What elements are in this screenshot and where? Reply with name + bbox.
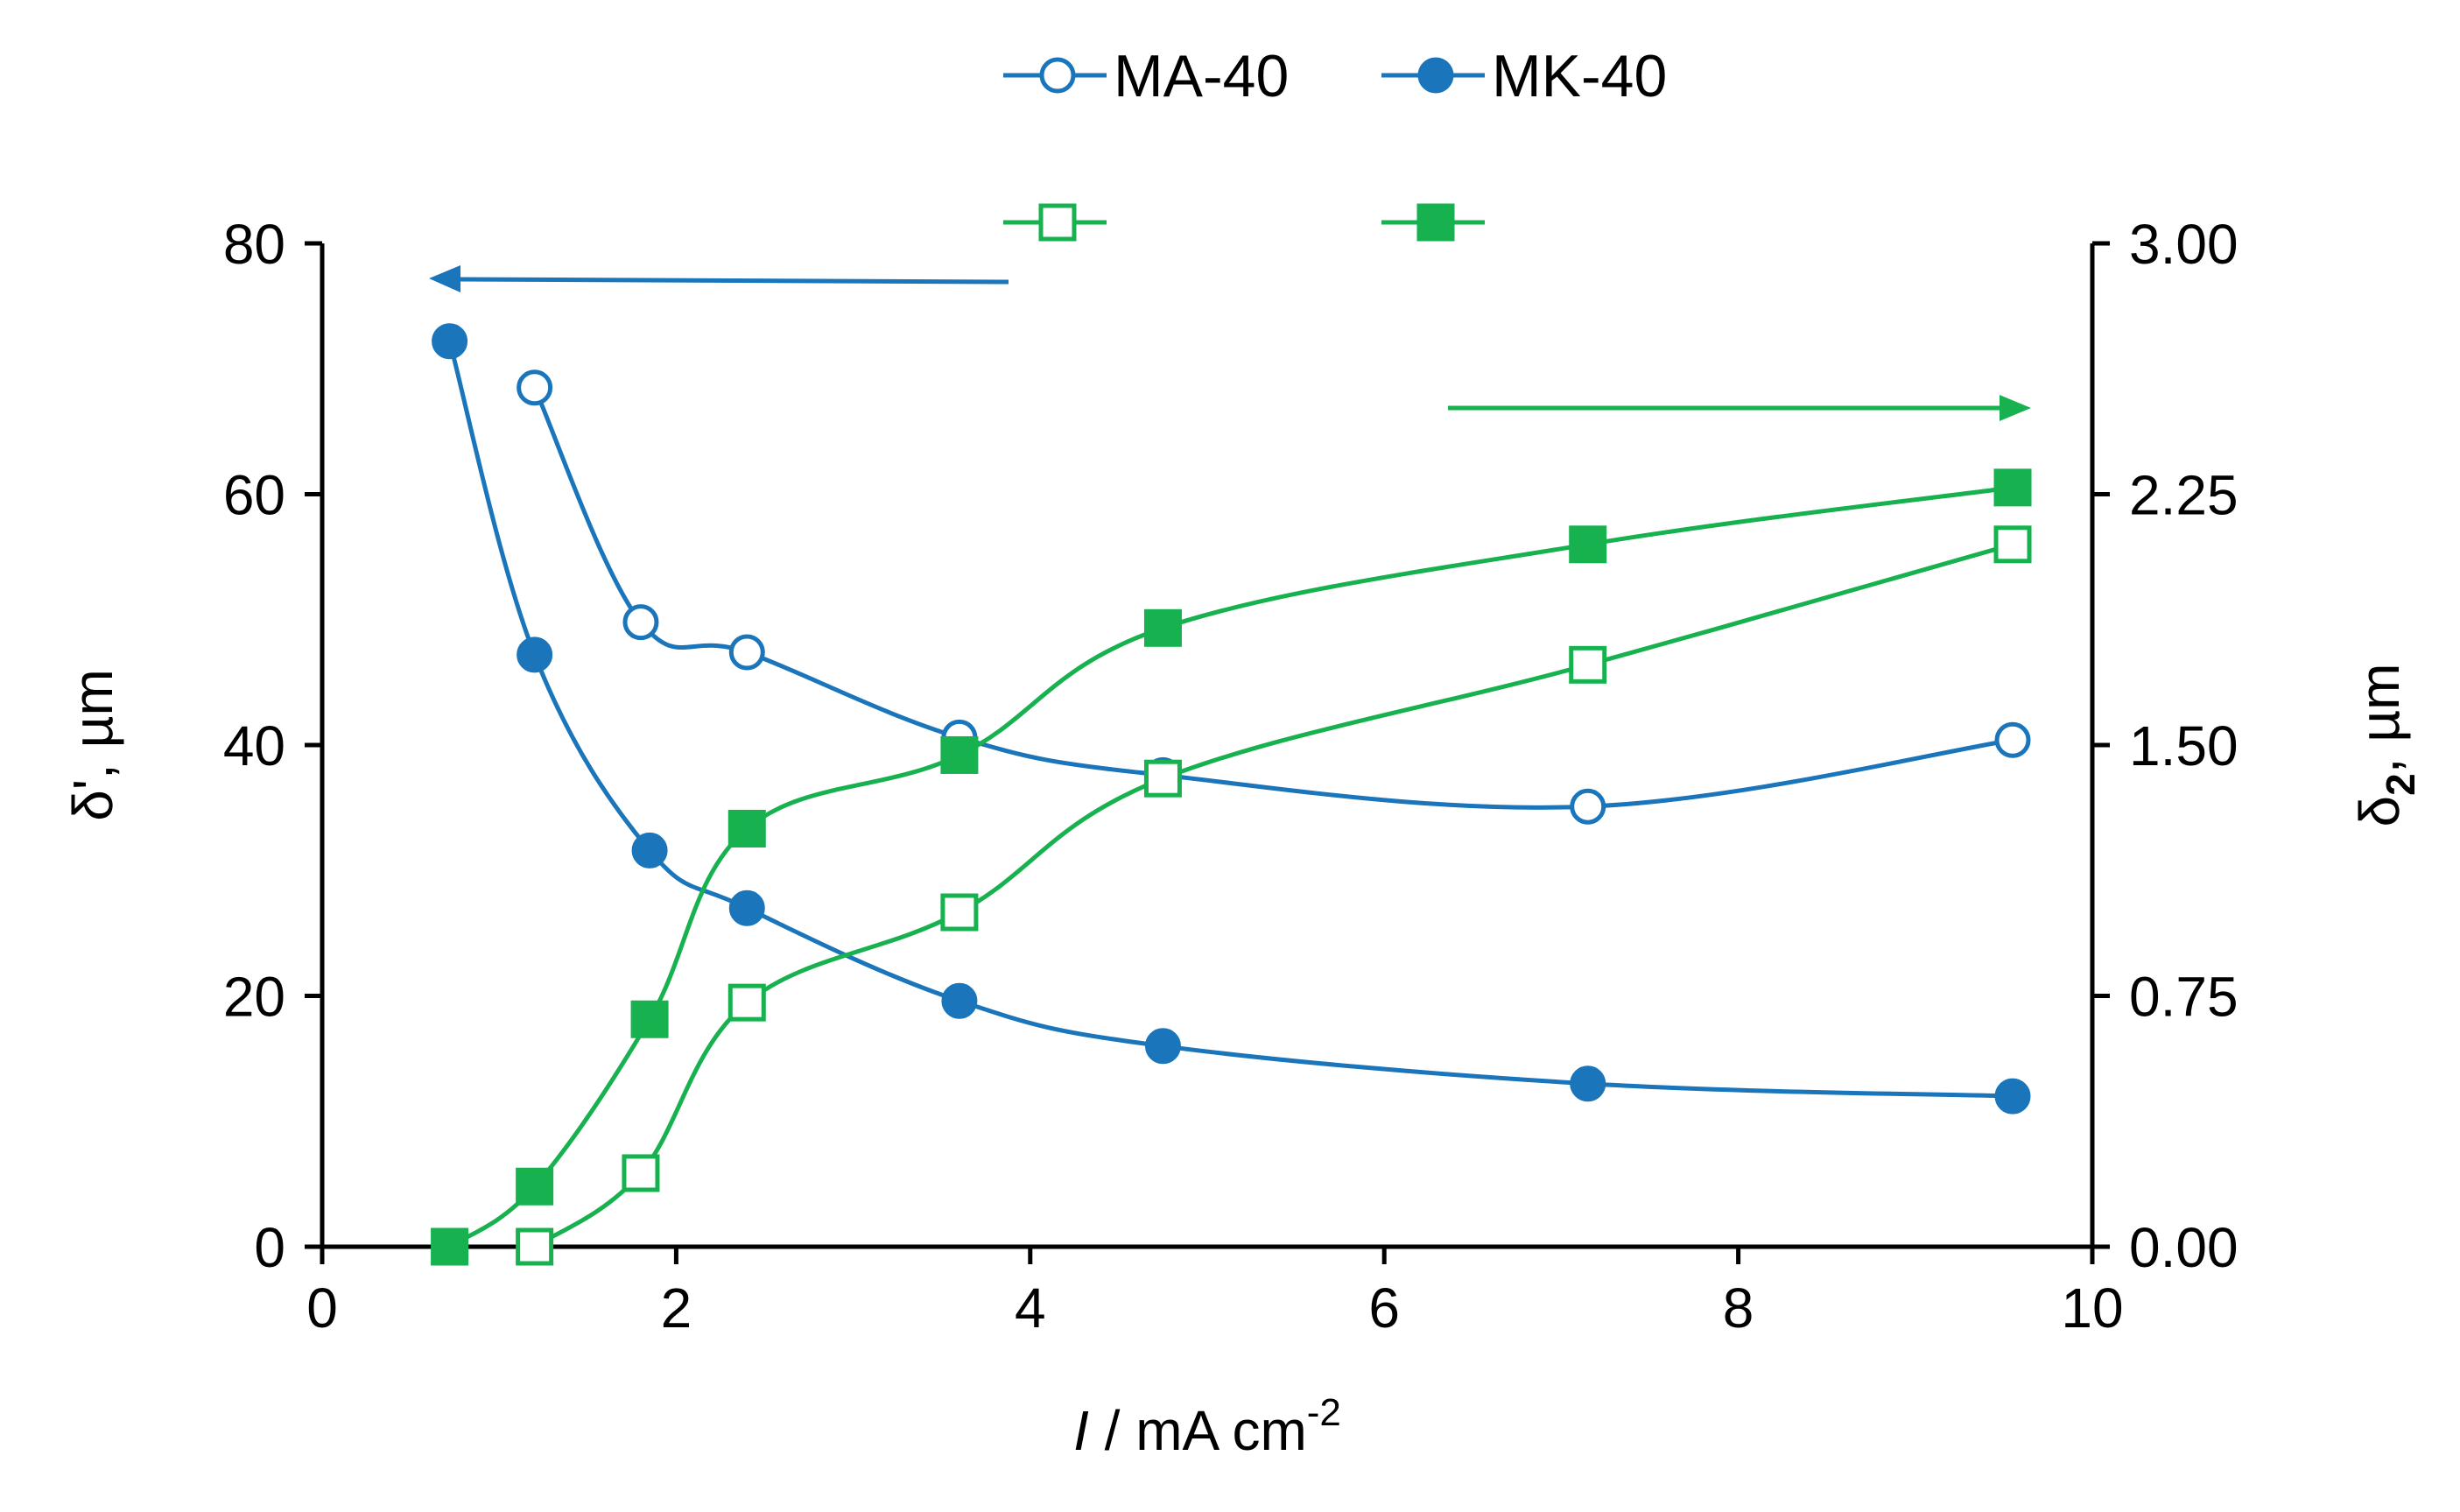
data-point-ma-40-2 [727,983,766,1022]
left-axis-arrow-line [454,277,1009,285]
legend-item-hidden [1003,203,1107,242]
y-left-tick-label: 0 [254,1216,285,1279]
data-point-ma-40-2 [1569,645,1607,684]
legend-marker [1039,57,1076,94]
y-right-tick-label: 3.00 [2129,213,2239,276]
data-point-mk-40 [728,890,765,926]
data-point-ma-40 [622,604,659,641]
legend-label: MA-40 [1114,43,1289,109]
series-line-mk-40 [447,341,2014,1099]
data-point-mk-40-2 [431,1227,469,1266]
y-right-tick-label: 2.25 [2129,464,2239,527]
series-line-ma-40-2 [533,542,2014,1249]
x-tick-label: 8 [1723,1276,1754,1340]
y-left-axis-title: δ', µm [61,669,124,821]
data-point-mk-40-2 [940,735,979,774]
y-right-tick-label: 0.75 [2129,966,2239,1029]
data-point-mk-40 [1994,1078,2031,1115]
y-left-tick-label: 40 [223,714,285,777]
data-point-mk-40-2 [1143,608,1182,647]
x-tick-label: 10 [2061,1276,2123,1340]
data-point-mk-40 [1144,1028,1181,1065]
y-right-axis-title: δ2, µm [2348,664,2423,827]
y-left-tick-label: 60 [223,464,285,527]
data-point-ma-40 [1994,721,2031,758]
y-right-axis-title-sub: 2 [2378,773,2423,796]
y-left-tick-label: 20 [223,966,285,1029]
legend-item-mk-40: MK-40 [1381,43,1667,109]
data-point-mk-40 [1570,1065,1606,1102]
data-point-ma-40 [1570,788,1606,825]
legend-marker [1416,203,1455,242]
x-axis-title-sup: -2 [1307,1391,1341,1434]
x-tick-label: 2 [661,1276,692,1340]
data-point-mk-40 [631,832,668,869]
data-point-mk-40-2 [1993,468,2032,507]
series-curves [447,341,2014,1249]
data-point-mk-40-2 [727,810,766,847]
legend: MA-40 MK-40 [1003,43,1667,242]
data-point-mk-40 [941,982,978,1019]
data-point-mk-40-2 [516,1167,554,1206]
axes: 0 2 4 6 8 10 0 20 40 60 80 0.00 0.75 1.50 2.25 3.00 I / … [61,213,2423,1462]
data-point-mk-40-2 [630,1000,669,1038]
legend-marker [1417,57,1454,94]
series-line-mk-40-2 [448,485,2014,1249]
data-point-mk-40-2 [1569,525,1607,564]
data-point-mk-40 [517,636,553,673]
legend-item-ma-40: MA-40 [1003,43,1289,109]
x-tick-label: 6 [1368,1276,1400,1340]
legend-label: MK-40 [1492,43,1667,109]
x-axis-title-text: / mA cm [1089,1399,1307,1462]
y-right-axis-title-main: δ [2348,796,2411,827]
data-point-ma-40 [728,634,765,671]
data-point-mk-40 [432,323,468,360]
y-left-tick-label: 80 [223,213,285,276]
x-axis-title-italic: I [1073,1399,1089,1462]
y-right-tick-label: 1.50 [2129,714,2239,777]
data-point-ma-40-2 [516,1227,554,1266]
annotations [429,265,2031,421]
data-point-ma-40-2 [1143,759,1182,798]
legend-item-hidden [1381,203,1485,242]
x-axis-title: I / mA cm-2 [1073,1391,1341,1462]
data-point-ma-40-2 [622,1154,660,1192]
x-tick-label: 0 [306,1276,338,1340]
left-axis-arrow-head [429,265,460,292]
data-point-ma-40-2 [940,893,979,932]
legend-marker [1038,203,1077,242]
x-tick-label: 4 [1015,1276,1046,1340]
y-right-tick-label: 0.00 [2129,1216,2239,1279]
y-right-axis-title-unit: , µm [2348,664,2411,774]
data-point-ma-40 [517,369,553,406]
data-point-ma-40-2 [1993,525,2032,564]
series-markers [431,323,2032,1266]
right-axis-arrow-head [2000,395,2031,421]
